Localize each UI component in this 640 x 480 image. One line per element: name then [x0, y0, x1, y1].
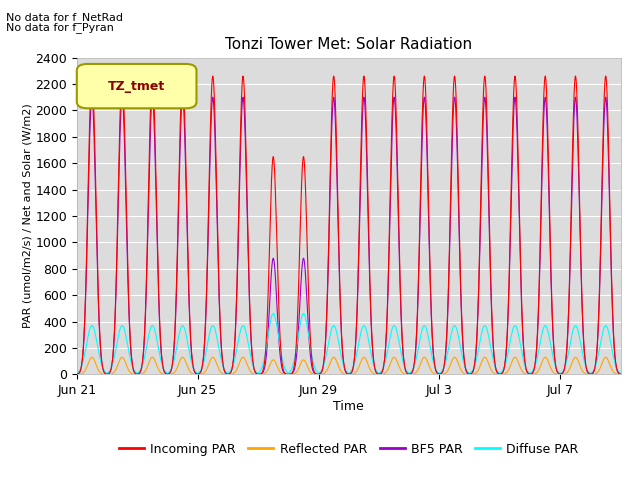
Title: Tonzi Tower Met: Solar Radiation: Tonzi Tower Met: Solar Radiation — [225, 37, 472, 52]
Y-axis label: PAR (umol/m2/s) / Net and Solar (W/m2): PAR (umol/m2/s) / Net and Solar (W/m2) — [22, 104, 33, 328]
FancyBboxPatch shape — [77, 64, 196, 108]
Text: No data for f_Pyran: No data for f_Pyran — [6, 22, 115, 33]
X-axis label: Time: Time — [333, 400, 364, 413]
Text: No data for f_NetRad: No data for f_NetRad — [6, 12, 124, 23]
Text: TZ_tmet: TZ_tmet — [108, 80, 165, 93]
Legend: Incoming PAR, Reflected PAR, BF5 PAR, Diffuse PAR: Incoming PAR, Reflected PAR, BF5 PAR, Di… — [114, 438, 584, 461]
